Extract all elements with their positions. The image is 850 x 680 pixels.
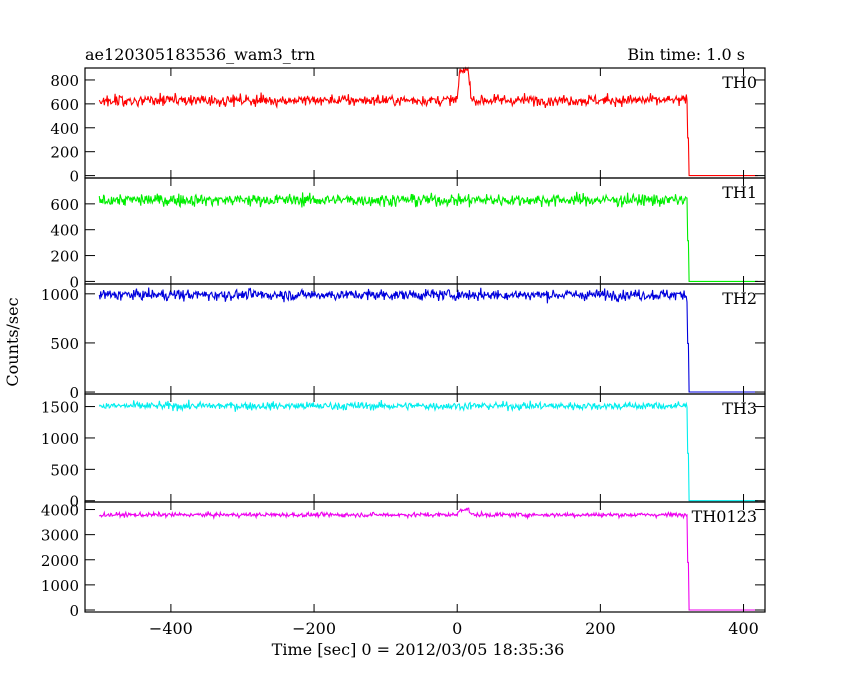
panel-label: TH1 [722,183,757,202]
series-line-th0123 [98,507,758,611]
y-tick-label: 4000 [41,502,79,520]
y-tick-label: 500 [50,461,79,479]
panel-th1: 0 200 400 600 TH1 [50,177,766,291]
y-tick-label: 3000 [41,527,79,545]
y-axis-label: Counts/sec [3,297,22,386]
y-tick-label: 800 [50,72,79,90]
y-tick-label: 1000 [41,430,79,448]
panels: 0 200 400 600 800 TH0 0 200 400 600 TH1 0 500 1000 TH2… [41,66,766,620]
panel-frame [84,283,766,395]
panel-label: TH2 [722,289,757,308]
panel-th0: 0 200 400 600 800 TH0 [50,66,766,186]
x-tick-label: 400 [728,619,759,638]
y-tick-label: 0 [69,168,79,186]
panel-frame [84,393,766,503]
y-tick-label: 400 [50,120,79,138]
x-axis: −400 −200 0 200 400 [149,619,759,638]
panel-frame [84,67,766,179]
y-tick-label: 1000 [41,286,79,304]
y-tick-label: 600 [50,196,79,214]
panel-frame [84,501,766,613]
x-tick-label: −400 [149,619,193,638]
y-tick-label: 1000 [41,577,79,595]
panel-th3: 0 500 1000 1500 TH3 [41,393,766,511]
panel-label: TH0 [722,73,757,92]
y-tick-label: 2000 [41,552,79,570]
panel-th0123: 0 1000 2000 3000 4000 TH0123 [41,501,766,620]
series-line-th2 [98,287,758,393]
series-line-th3 [98,399,758,502]
y-tick-label: 0 [69,273,79,291]
y-tick-label: 0 [69,493,79,511]
y-tick-label: 200 [50,248,79,266]
x-axis-label: Time [sec] 0 = 2012/03/05 18:35:36 [272,640,565,659]
x-tick-label: 200 [585,619,616,638]
y-tick-label: 0 [69,384,79,402]
y-tick-label: 400 [50,222,79,240]
series-line-th1 [98,191,758,282]
y-tick-label: 200 [50,144,79,162]
y-tick-label: 500 [50,335,79,353]
panel-label: TH3 [722,399,757,418]
panel-label: TH0123 [692,507,757,526]
x-tick-label: −200 [292,619,336,638]
series-line-th0 [98,66,758,177]
y-tick-label: 1500 [41,399,79,417]
x-tick-label: 0 [452,619,462,638]
plot-title: ae120305183536_wam3_trn [85,45,315,64]
y-tick-label: 600 [50,96,79,114]
y-tick-label: 0 [69,602,79,620]
panel-frame [84,177,766,285]
bin-time-label: Bin time: 1.0 s [627,45,745,64]
panel-th2: 0 500 1000 TH2 [41,283,766,402]
